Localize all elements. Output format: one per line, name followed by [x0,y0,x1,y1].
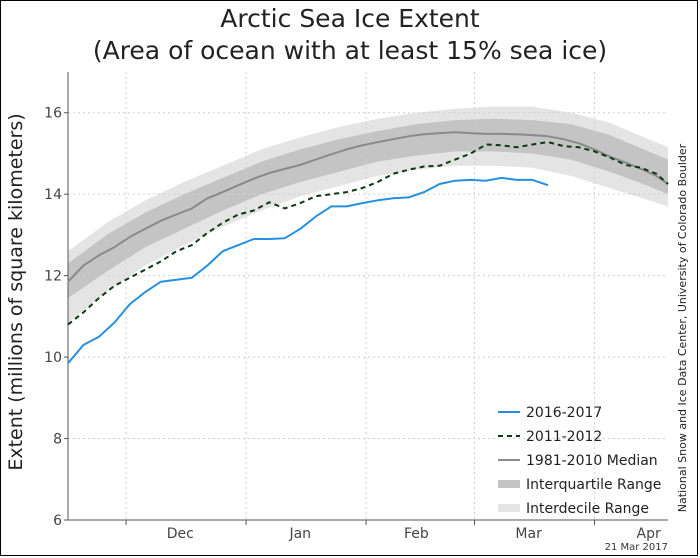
interdecile-range-band [68,106,668,323]
interquartile-range-band [68,118,668,298]
date-stamp: 21 Mar 2017 [605,542,668,553]
x-tick-label-dec: Dec [167,526,194,542]
x-tick-label-jan: Jan [288,526,311,542]
x-tick-label-apr: Apr [637,526,661,542]
2016-2017-line [67,176,549,364]
x-tick-label-feb: Feb [404,526,429,542]
1981-2010-median-line [67,131,669,283]
legend-1981-2010-median-label: 1981-2010 Median [526,453,658,469]
y-tick-label: 12 [44,269,62,285]
y-tick-label: 8 [53,432,62,448]
legend-2011-2012-label: 2011-2012 [526,429,602,445]
y-tick-label: 10 [44,350,62,366]
x-tick-label-mar: Mar [515,526,542,542]
legend-interdecile-range-label: Interdecile Range [526,501,649,517]
y-tick-label: 14 [44,187,62,203]
y-tick-label: 6 [53,513,62,529]
y-axis-title: Extent (millions of square kilometers) [5,113,27,470]
chart-title: Arctic Sea Ice Extent [220,4,480,33]
y-tick-label: 16 [44,106,62,122]
legend-2016-2017-label: 2016-2017 [526,405,602,421]
legend-interquartile-range-label: Interquartile Range [526,477,661,493]
chart-subtitle: (Area of ocean with at least 15% sea ice… [92,36,608,65]
2011-2012-line [67,141,669,326]
credit-text: National Snow and Ice Data Center, Unive… [676,143,689,512]
